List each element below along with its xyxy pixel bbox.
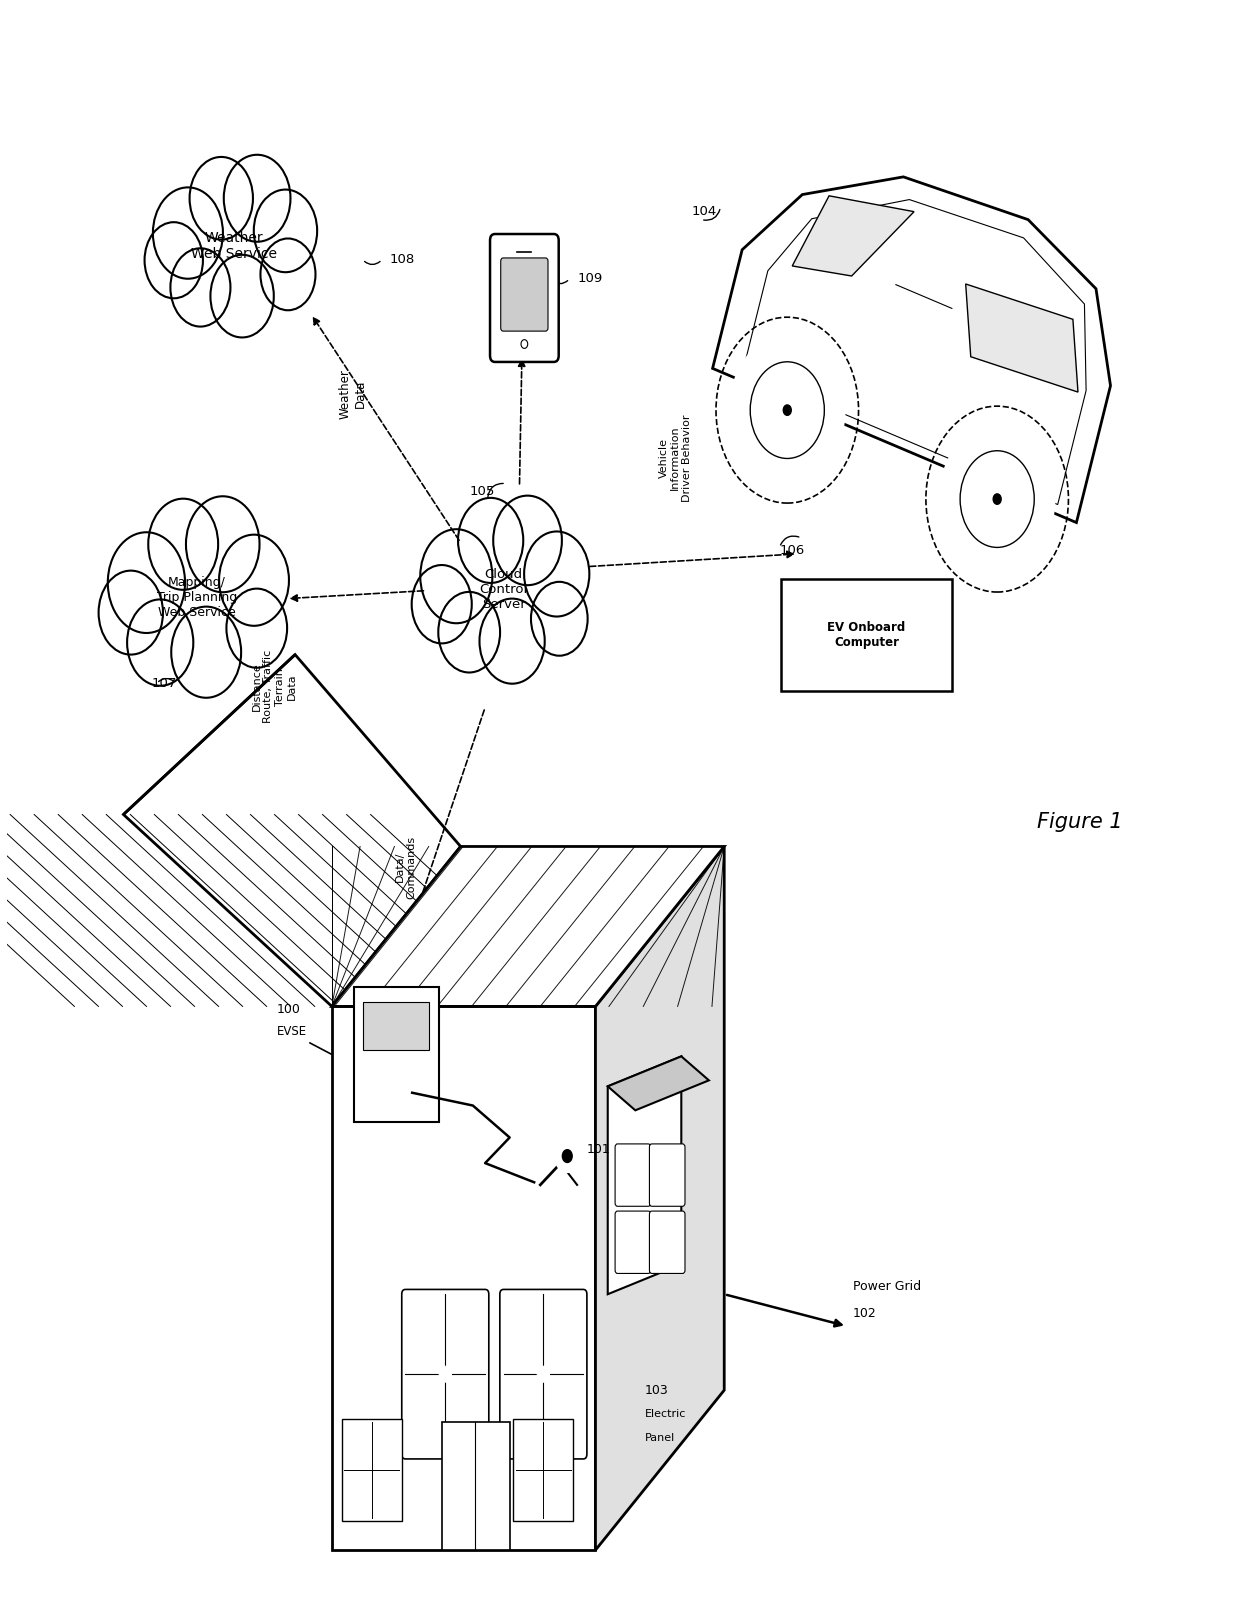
Circle shape: [171, 606, 241, 698]
Circle shape: [775, 394, 800, 426]
Text: Data/
Commands: Data/ Commands: [394, 836, 417, 898]
Circle shape: [155, 553, 238, 661]
Circle shape: [563, 1150, 572, 1163]
Polygon shape: [124, 655, 295, 815]
Circle shape: [993, 494, 1001, 505]
FancyBboxPatch shape: [500, 1289, 587, 1458]
Circle shape: [219, 534, 289, 626]
Text: EVSE: EVSE: [277, 1024, 306, 1037]
Circle shape: [537, 1366, 549, 1382]
Circle shape: [196, 206, 272, 303]
Circle shape: [223, 155, 290, 242]
Circle shape: [531, 582, 588, 656]
Text: 107: 107: [151, 677, 177, 690]
Text: Weather
Web Service: Weather Web Service: [191, 231, 277, 261]
FancyBboxPatch shape: [615, 1144, 651, 1207]
Text: Mapping/
Trip Planning
Web Service: Mapping/ Trip Planning Web Service: [157, 576, 237, 618]
Circle shape: [227, 589, 288, 668]
Circle shape: [438, 592, 500, 673]
Circle shape: [784, 405, 791, 415]
Circle shape: [145, 223, 203, 298]
FancyBboxPatch shape: [363, 1002, 429, 1050]
Polygon shape: [966, 284, 1078, 392]
Circle shape: [186, 497, 259, 592]
Polygon shape: [608, 1057, 709, 1110]
Circle shape: [525, 531, 589, 616]
Polygon shape: [713, 177, 1111, 523]
Text: EV Onboard
Computer: EV Onboard Computer: [827, 621, 905, 650]
Text: Cloud
Control
Server: Cloud Control Server: [480, 568, 528, 611]
Text: 101: 101: [587, 1144, 610, 1157]
Polygon shape: [332, 1007, 595, 1550]
FancyBboxPatch shape: [402, 1289, 489, 1458]
Text: Power Grid: Power Grid: [853, 1279, 921, 1292]
Text: Electric: Electric: [645, 1410, 686, 1419]
Text: 109: 109: [577, 273, 603, 286]
Text: 103: 103: [645, 1384, 668, 1397]
Circle shape: [465, 548, 542, 648]
Text: 104: 104: [691, 205, 717, 218]
Text: Vehicle
Information
Driver Behavior: Vehicle Information Driver Behavior: [658, 415, 692, 502]
Text: Figure 1: Figure 1: [1037, 813, 1122, 832]
Circle shape: [149, 498, 218, 590]
Circle shape: [730, 336, 844, 484]
Polygon shape: [332, 847, 724, 1007]
Polygon shape: [124, 655, 460, 1007]
Circle shape: [170, 248, 231, 326]
FancyBboxPatch shape: [781, 579, 952, 692]
Polygon shape: [792, 195, 914, 276]
FancyBboxPatch shape: [501, 258, 548, 331]
FancyBboxPatch shape: [650, 1211, 684, 1273]
FancyBboxPatch shape: [615, 1211, 651, 1273]
Circle shape: [260, 239, 315, 310]
Text: 108: 108: [389, 253, 414, 266]
Circle shape: [412, 565, 471, 644]
Text: 106: 106: [780, 544, 805, 556]
Circle shape: [99, 571, 162, 655]
Circle shape: [458, 498, 523, 582]
Circle shape: [556, 1140, 579, 1173]
Text: 102: 102: [853, 1307, 877, 1319]
Circle shape: [128, 600, 193, 686]
FancyBboxPatch shape: [342, 1419, 402, 1521]
Polygon shape: [595, 847, 724, 1550]
FancyBboxPatch shape: [443, 1423, 510, 1550]
Polygon shape: [608, 1057, 681, 1294]
Circle shape: [190, 156, 253, 240]
FancyBboxPatch shape: [650, 1144, 684, 1207]
Circle shape: [420, 529, 492, 623]
Circle shape: [439, 1366, 451, 1382]
Text: 100: 100: [277, 1003, 300, 1016]
Circle shape: [108, 532, 185, 632]
FancyBboxPatch shape: [353, 987, 439, 1121]
Circle shape: [480, 598, 544, 684]
Circle shape: [494, 495, 562, 586]
Text: Distance
Route, Traffic
Terrain
Data: Distance Route, Traffic Terrain Data: [252, 650, 296, 723]
Circle shape: [153, 187, 223, 279]
Text: Weather
Data: Weather Data: [339, 369, 367, 419]
Text: Panel: Panel: [645, 1432, 675, 1444]
Circle shape: [985, 482, 1009, 516]
Circle shape: [211, 255, 274, 337]
FancyBboxPatch shape: [490, 234, 559, 361]
Circle shape: [254, 190, 317, 273]
Text: 105: 105: [469, 486, 495, 498]
FancyBboxPatch shape: [513, 1419, 573, 1521]
Circle shape: [940, 424, 1054, 574]
